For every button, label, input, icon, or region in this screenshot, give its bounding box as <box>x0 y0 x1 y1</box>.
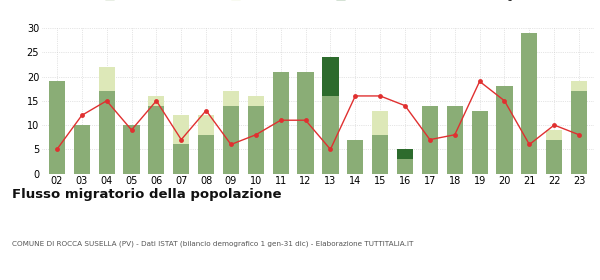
Bar <box>372 111 388 135</box>
Bar <box>322 57 338 96</box>
Bar <box>49 81 65 174</box>
Bar <box>397 159 413 174</box>
Text: COMUNE DI ROCCA SUSELLA (PV) - Dati ISTAT (bilancio demografico 1 gen-31 dic) - : COMUNE DI ROCCA SUSELLA (PV) - Dati ISTA… <box>12 241 413 247</box>
Bar <box>74 125 90 174</box>
Bar <box>223 91 239 106</box>
Bar <box>298 72 314 174</box>
Bar <box>173 115 190 144</box>
Bar <box>372 135 388 174</box>
Bar <box>148 96 164 106</box>
Bar <box>248 106 264 174</box>
Bar <box>521 33 538 174</box>
Bar <box>546 130 562 140</box>
Text: Flusso migratorio della popolazione: Flusso migratorio della popolazione <box>12 188 281 200</box>
Bar <box>571 81 587 91</box>
Bar <box>571 91 587 174</box>
Bar <box>198 115 214 135</box>
Bar <box>148 106 164 174</box>
Bar <box>248 96 264 106</box>
Bar <box>422 106 438 174</box>
Bar <box>322 96 338 174</box>
Bar <box>198 135 214 174</box>
Bar <box>98 67 115 91</box>
Bar <box>124 125 140 174</box>
Bar <box>472 111 488 174</box>
Bar <box>347 140 364 174</box>
Bar <box>98 91 115 174</box>
Bar <box>223 106 239 174</box>
Bar <box>173 144 190 174</box>
Bar <box>496 86 512 174</box>
Legend: Iscritti (da altri comuni), Iscritti (dall'estero), Iscritti (altri), Cancellati: Iscritti (da altri comuni), Iscritti (da… <box>101 0 535 5</box>
Bar <box>546 140 562 174</box>
Bar <box>397 149 413 159</box>
Bar <box>272 72 289 174</box>
Bar <box>446 106 463 174</box>
